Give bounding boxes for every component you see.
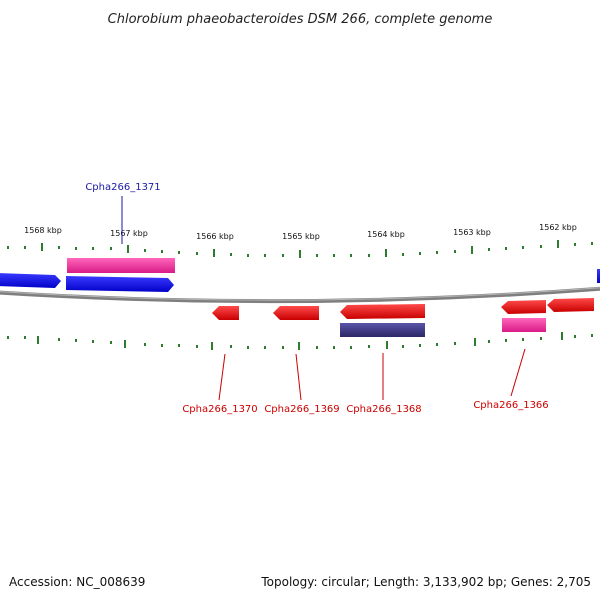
genome-backbone — [0, 286, 600, 304]
gene-label-cpha266-1371[interactable]: Cpha266_1371 — [85, 182, 160, 193]
tick-label-1564: 1564 kbp — [367, 230, 405, 239]
label-leaders — [121, 196, 526, 401]
gene-labels: Cpha266_1371 Cpha266_1370 Cpha266_1369 C… — [85, 182, 548, 415]
tick-label-1567: 1567 kbp — [110, 229, 148, 238]
forward-gene-cpha266-1371[interactable] — [66, 276, 174, 292]
leader-line — [510, 348, 526, 397]
tick-labels: 1568 kbp 1567 kbp 1566 kbp 1565 kbp 1564… — [24, 223, 577, 241]
reverse-gene-cpha266-1366[interactable] — [501, 300, 546, 314]
reverse-gene-cpha266-1368[interactable] — [340, 304, 425, 319]
tick-label-1562: 1562 kbp — [539, 223, 577, 232]
tick-label-1566: 1566 kbp — [196, 232, 234, 241]
leader-line — [295, 353, 302, 401]
gene-label-cpha266-1366[interactable]: Cpha266_1366 — [473, 400, 548, 411]
rna-feature-bottom[interactable] — [502, 318, 546, 332]
inner-tick-row — [7, 332, 593, 350]
tick-label-1565: 1565 kbp — [282, 232, 320, 241]
reverse-strand-genes — [212, 298, 594, 337]
map-title: Chlorobium phaeobacteroides DSM 266, com… — [108, 12, 493, 27]
reverse-gene-cpha266-1369[interactable] — [273, 306, 319, 320]
reverse-gene-right[interactable] — [547, 298, 594, 312]
reverse-gene-cpha266-1370[interactable] — [212, 306, 239, 320]
gene-label-cpha266-1370[interactable]: Cpha266_1370 — [182, 404, 257, 415]
rna-feature-top[interactable] — [67, 258, 175, 273]
outer-tick-row — [7, 240, 593, 258]
genome-summary-text: Topology: circular; Length: 3,133,902 bp… — [260, 575, 591, 589]
leader-line — [218, 353, 226, 401]
accession-text: Accession: NC_008639 — [9, 575, 145, 589]
other-feature[interactable] — [340, 323, 425, 337]
forward-gene-left-edge[interactable] — [0, 273, 61, 288]
gene-label-cpha266-1368[interactable]: Cpha266_1368 — [346, 404, 421, 415]
tick-label-1568: 1568 kbp — [24, 226, 62, 235]
tick-label-1563: 1563 kbp — [453, 228, 491, 237]
forward-strand-genes — [0, 258, 600, 292]
forward-gene-right-edge[interactable] — [597, 269, 600, 283]
gene-label-cpha266-1369[interactable]: Cpha266_1369 — [264, 404, 339, 415]
